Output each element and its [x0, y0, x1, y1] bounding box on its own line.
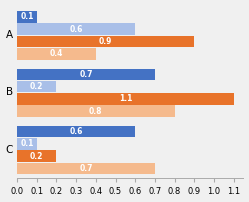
Text: 0.6: 0.6: [69, 25, 83, 34]
Bar: [17, 163, 155, 174]
Text: 0.4: 0.4: [50, 49, 63, 58]
Bar: [17, 11, 37, 23]
Bar: [17, 138, 37, 150]
Text: 0.7: 0.7: [79, 70, 93, 79]
Text: 1.1: 1.1: [119, 94, 132, 103]
Bar: [17, 93, 234, 105]
Text: 0.8: 0.8: [89, 107, 103, 116]
Bar: [17, 23, 135, 35]
Bar: [17, 48, 96, 60]
Bar: [17, 81, 57, 92]
Bar: [17, 150, 57, 162]
Bar: [17, 36, 194, 47]
Bar: [17, 68, 155, 80]
Text: 0.1: 0.1: [20, 139, 34, 148]
Text: 0.6: 0.6: [69, 127, 83, 136]
Bar: [17, 105, 175, 117]
Text: 0.7: 0.7: [79, 164, 93, 173]
Text: 0.9: 0.9: [99, 37, 112, 46]
Bar: [17, 126, 135, 137]
Text: 0.1: 0.1: [20, 13, 34, 21]
Text: 0.2: 0.2: [30, 152, 44, 161]
Text: 0.2: 0.2: [30, 82, 44, 91]
